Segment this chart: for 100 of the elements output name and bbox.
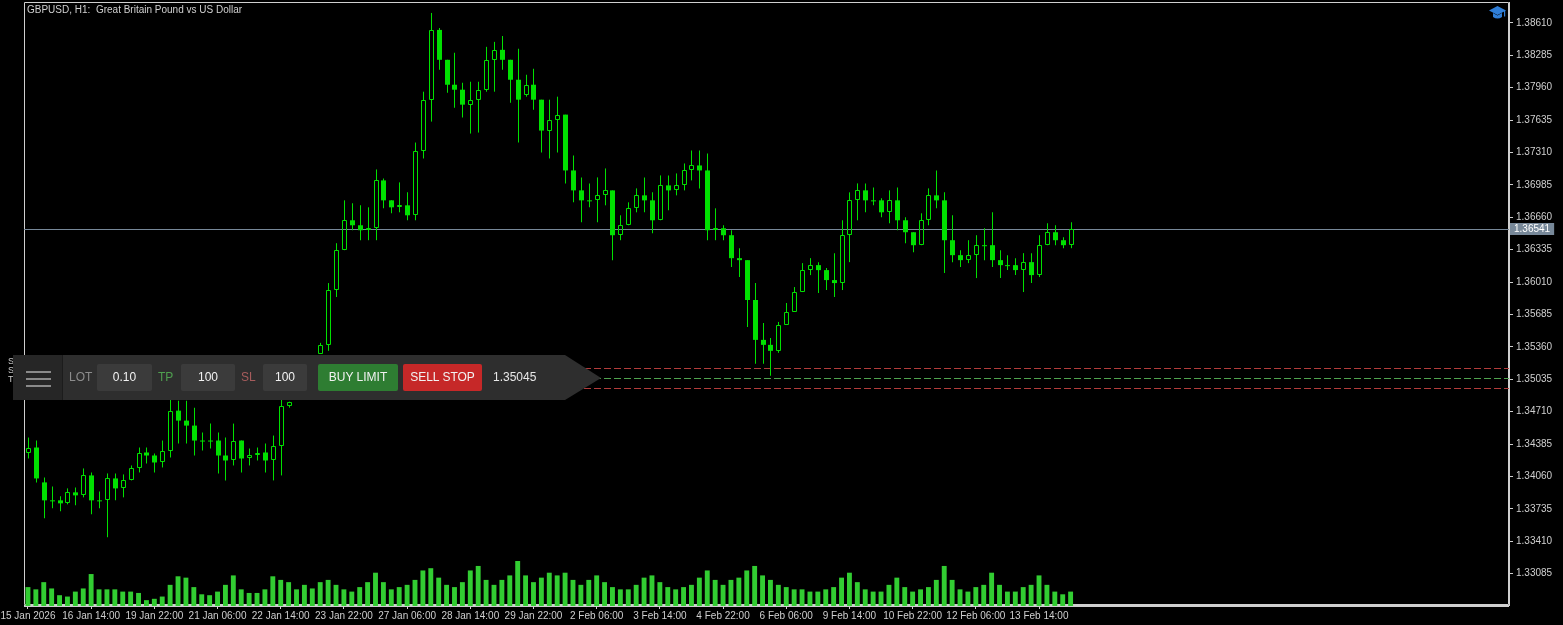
bar [57,595,62,606]
annotation: 1.35045 [493,370,537,385]
y-tick-label: 1.35035 [1516,373,1553,384]
bar [41,582,47,606]
bar [230,575,236,606]
bar [736,577,742,606]
y-tick-label: 1.33085 [1516,567,1553,579]
y-tick-label: 1.36660 [1516,211,1553,223]
candlestick [618,214,623,241]
bar [846,572,852,606]
bar [159,596,165,606]
candlestick [587,183,592,208]
candlestick [689,150,694,181]
candlestick [626,201,631,226]
bar [941,565,947,606]
candlestick [129,464,134,481]
bar [120,591,126,606]
bar [831,587,837,606]
bar [870,591,876,606]
buy-button: BUY LIMIT [318,364,398,391]
candlestick [871,187,876,206]
input-field: 0.10 [97,364,152,391]
bar [768,579,773,606]
bar [286,582,292,606]
candlestick [255,447,260,461]
bar [246,592,252,606]
candlestick [792,286,797,313]
bar [925,587,931,606]
candlestick [658,174,663,221]
bar [112,589,118,606]
candlestick [603,167,608,206]
bar [586,579,592,606]
candlestick [982,228,987,261]
bar [973,587,979,606]
bar [839,577,844,606]
y-tick-label: 1.37960 [1516,81,1553,93]
candlestick [160,440,165,468]
y-tick-label: 1.34710 [1516,405,1553,417]
x-tick-label: 10 Feb 22:00 [883,609,943,621]
candlestick [966,239,971,264]
candlestick [887,189,892,224]
annotation: SELL STOP [410,370,475,385]
x-tick-label: 12 Feb 06:00 [946,609,1006,621]
annotation: TP [158,370,174,385]
bar [823,589,829,606]
y-tick-label: 1.37310 [1516,146,1553,158]
annotation: SL [241,370,256,385]
bar [467,570,473,606]
candlestick [840,219,845,291]
bar [49,588,55,606]
bar [1044,584,1050,606]
bar [862,589,868,606]
x-tick-label: 19 Jan 22:00 [125,609,184,621]
y-tick-label: 1.36010 [1516,275,1553,287]
bar [420,570,426,606]
bar [949,579,955,606]
bar [183,577,189,606]
bar [562,572,568,606]
bar [388,589,394,606]
bar [783,587,789,606]
bar [1004,591,1010,606]
candlestick [121,473,126,498]
x-tick-label: 6 Feb 06:00 [759,609,814,621]
y-tick-label: 1.38610 [1516,16,1553,28]
x-tick-label: 29 Jan 22:00 [504,609,563,621]
bar [238,589,244,606]
bar [633,584,639,606]
bar [301,584,307,606]
input-field: 100 [263,364,307,391]
x-tick-label: 13 Feb 14:00 [1009,609,1069,621]
bar [65,596,70,606]
candlestick [808,257,813,276]
x-tick-label: 21 Jan 06:00 [188,609,247,621]
bar [104,589,110,606]
x-tick-label: 28 Jan 14:00 [441,609,500,621]
bar [791,589,797,606]
bar [128,591,134,606]
candlestick [800,262,805,293]
bar [720,584,726,606]
candlestick [784,302,789,326]
candlestick [334,242,339,298]
candlestick [81,467,86,498]
candlestick [484,46,489,93]
bar [199,594,205,606]
y-tick-label: 1.36985 [1516,178,1553,190]
bar [373,572,378,606]
bar [262,589,268,606]
x-tick-label: 22 Jan 14:00 [251,609,311,621]
candlestick [326,282,331,352]
bar [515,561,521,606]
y-tick-label: 1.35360 [1516,340,1553,352]
bar [191,587,197,606]
bar [775,584,781,606]
bar [815,591,821,606]
candlestick [926,187,931,226]
candlestick [168,398,173,458]
candlestick [97,491,102,509]
bar [475,565,481,606]
y-tick-label: 1.38285 [1516,49,1553,61]
bar [309,588,315,606]
